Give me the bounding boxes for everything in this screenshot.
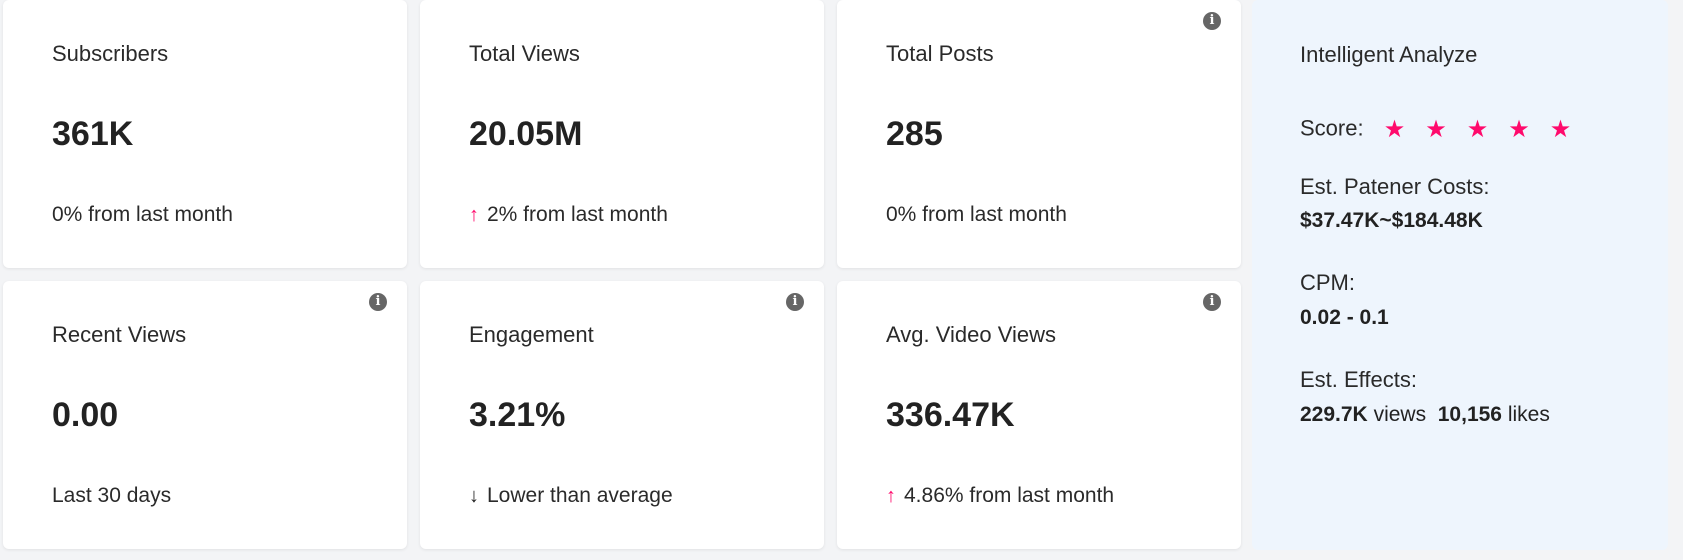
card-subtext: Last 30 days <box>52 484 171 508</box>
card-value: 0.00 <box>52 396 119 434</box>
card-value: 20.05M <box>469 115 583 153</box>
card-subtext: 0% from last month <box>886 203 1067 227</box>
cpm-value: 0.02 - 0.1 <box>1300 306 1389 329</box>
info-icon[interactable]: i <box>369 293 387 311</box>
card-value: 3.21% <box>469 396 566 434</box>
effects-value: 229.7K views 10,156 likes <box>1300 403 1550 427</box>
info-icon[interactable]: i <box>1203 293 1221 311</box>
card-subtext-label: Lower than average <box>487 484 673 507</box>
card-title: Recent Views <box>52 322 187 347</box>
stat-card-total-posts: i Total Posts 285 0% from last month <box>837 0 1241 268</box>
star-icon: ★ <box>1425 116 1447 143</box>
star-icon: ★ <box>1508 116 1530 143</box>
costs-value: $37.47K~$184.48K <box>1300 209 1483 232</box>
arrow-up-icon: ↑ <box>469 203 479 226</box>
card-subtext-label: 4.86% from last month <box>904 484 1115 507</box>
score-row: Score: ★ ★ ★ ★ ★ <box>1300 115 1571 144</box>
card-subtext: ↓ Lower than average <box>469 484 673 508</box>
score-label: Score: <box>1300 115 1364 141</box>
card-subtext-label: 0% from last month <box>886 203 1067 226</box>
effects-likes-unit: likes <box>1507 403 1550 426</box>
card-subtext: ↑ 2% from last month <box>469 203 668 227</box>
info-icon[interactable]: i <box>1203 12 1221 30</box>
card-value: 336.47K <box>886 396 1015 434</box>
arrow-down-icon: ↓ <box>469 484 479 507</box>
star-icon: ★ <box>1466 116 1489 143</box>
stat-card-subscribers: Subscribers 361K 0% from last month <box>3 0 407 268</box>
stat-card-avg-video-views: i Avg. Video Views 336.47K ↑ 4.86% from last… <box>837 281 1241 549</box>
star-icon: ★ <box>1383 116 1406 143</box>
card-title: Subscribers <box>52 41 169 66</box>
card-title: Engagement <box>469 322 594 347</box>
stat-card-engagement: i Engagement 3.21% ↓ Lower than average <box>420 281 824 549</box>
card-subtext: ↑ 4.86% from last month <box>886 484 1114 508</box>
intelligent-analyze-panel: Intelligent Analyze Score: ★ ★ ★ ★ ★ Est. Pa… <box>1252 0 1668 550</box>
stat-card-total-views: Total Views 20.05M ↑ 2% from last month <box>420 0 824 268</box>
card-subtext-label: Last 30 days <box>52 484 172 507</box>
score-stars: ★ ★ ★ ★ ★ <box>1384 115 1572 144</box>
panel-title: Intelligent Analyze <box>1300 42 1478 67</box>
card-subtext: 0% from last month <box>52 203 233 227</box>
card-value: 285 <box>886 115 943 153</box>
card-subtext-label: 2% from last month <box>487 203 668 226</box>
arrow-up-icon: ↑ <box>886 484 896 507</box>
info-icon[interactable]: i <box>786 293 804 311</box>
costs-label: Est. Patener Costs: <box>1300 174 1490 199</box>
effects-views: 229.7K <box>1300 403 1368 426</box>
card-title: Avg. Video Views <box>886 322 1057 347</box>
card-subtext-label: 0% from last month <box>52 203 233 226</box>
card-value: 361K <box>52 115 134 153</box>
card-title: Total Views <box>469 41 580 66</box>
card-title: Total Posts <box>886 41 994 66</box>
stat-card-recent-views: i Recent Views 0.00 Last 30 days <box>3 281 407 549</box>
star-icon: ★ <box>1549 116 1572 143</box>
effects-label: Est. Effects: <box>1300 367 1417 392</box>
effects-views-unit: views <box>1373 403 1427 426</box>
cpm-label: CPM: <box>1300 270 1355 295</box>
effects-likes: 10,156 <box>1437 403 1502 426</box>
